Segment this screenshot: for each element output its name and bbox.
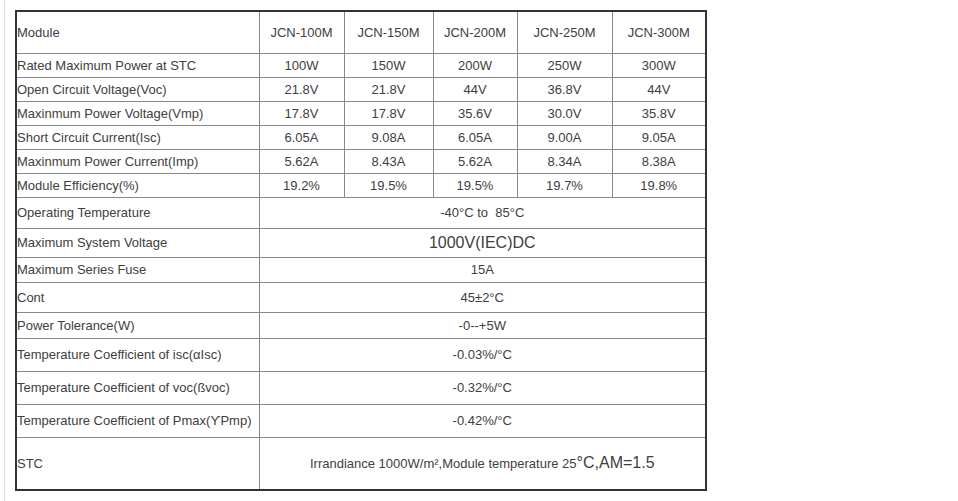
stc-note-text: Irrandiance 1000W/m²,Module temperature … <box>310 456 577 471</box>
cell-value: 21.8V <box>259 77 344 101</box>
header-col-jcn-100m: JCN-100M <box>259 11 344 53</box>
cell-span-value: -0--+5W <box>259 312 706 338</box>
cell-value: 35.8V <box>612 101 706 125</box>
cell-value: 8.43A <box>344 149 433 173</box>
cell-value: 30.0V <box>517 101 612 125</box>
header-col-jcn-300m: JCN-300M <box>612 11 706 53</box>
table-row-vmp: Maxinmum Power Voltage(Vmp) 17.8V 17.8V … <box>16 101 706 125</box>
row-label: Cont <box>16 282 259 312</box>
row-label: Temperature Coefficient of voc(ßvoc) <box>16 371 259 404</box>
cell-value: 200W <box>433 53 517 77</box>
row-label: Temperature Coefficient of isc(αIsc) <box>16 338 259 371</box>
cell-value: 5.62A <box>259 149 344 173</box>
header-col-jcn-200m: JCN-200M <box>433 11 517 53</box>
cell-value: 19.2% <box>259 173 344 197</box>
cell-value: 6.05A <box>259 125 344 149</box>
row-label: Operating Temperature <box>16 197 259 228</box>
cell-span-value: -40°C to 85°C <box>259 197 706 228</box>
table-row-imp: Maxinmum Power Current(Imp) 5.62A 8.43A … <box>16 149 706 173</box>
cell-value: 6.05A <box>433 125 517 149</box>
row-label: Power Tolerance(W) <box>16 312 259 338</box>
row-label: Module Efficiency(%) <box>16 173 259 197</box>
header-col-jcn-250m: JCN-250M <box>517 11 612 53</box>
stc-note-text-large: °C,AM=1.5 <box>577 454 655 471</box>
table-header-row: Module JCN-100M JCN-150M JCN-200M JCN-25… <box>16 11 706 53</box>
cell-value: 21.8V <box>344 77 433 101</box>
row-label: Maxinmum Power Voltage(Vmp) <box>16 101 259 125</box>
cell-value: 100W <box>259 53 344 77</box>
cell-value: 19.8% <box>612 173 706 197</box>
table-row-max-system-voltage: Maximum System Voltage 1000V(IEC)DC <box>16 228 706 257</box>
page-left-rule <box>4 0 5 501</box>
row-label: Maximum Series Fuse <box>16 257 259 282</box>
cell-span-value: Irrandiance 1000W/m²,Module temperature … <box>259 437 706 490</box>
cell-value: 300W <box>612 53 706 77</box>
header-col-jcn-150m: JCN-150M <box>344 11 433 53</box>
cell-value: 44V <box>433 77 517 101</box>
row-label: STC <box>16 437 259 490</box>
cell-value: 36.8V <box>517 77 612 101</box>
table-row-temp-coeff-isc: Temperature Coefficient of isc(αIsc) -0.… <box>16 338 706 371</box>
cell-value: 8.38A <box>612 149 706 173</box>
cell-span-value: 1000V(IEC)DC <box>259 228 706 257</box>
table-row-power-tolerance: Power Tolerance(W) -0--+5W <box>16 312 706 338</box>
cell-value: 250W <box>517 53 612 77</box>
cell-span-value: -0.42%/°C <box>259 404 706 437</box>
table-row-temp-coeff-pmax: Temperature Coefficient of Pmax(ϒPmp) -0… <box>16 404 706 437</box>
cell-span-value: -0.32%/°C <box>259 371 706 404</box>
cell-value: 19.5% <box>344 173 433 197</box>
table-row-temp-coeff-voc: Temperature Coefficient of voc(ßvoc) -0.… <box>16 371 706 404</box>
row-label: Short Circuit Current(Isc) <box>16 125 259 149</box>
cell-value: 150W <box>344 53 433 77</box>
row-label: Temperature Coefficient of Pmax(ϒPmp) <box>16 404 259 437</box>
row-label: Open Circuit Voltage(Voc) <box>16 77 259 101</box>
page: Module JCN-100M JCN-150M JCN-200M JCN-25… <box>0 0 958 501</box>
table-row-voc: Open Circuit Voltage(Voc) 21.8V 21.8V 44… <box>16 77 706 101</box>
cell-span-value: 15A <box>259 257 706 282</box>
cell-value: 44V <box>612 77 706 101</box>
table-row-operating-temperature: Operating Temperature -40°C to 85°C <box>16 197 706 228</box>
cell-value: 8.34A <box>517 149 612 173</box>
cell-value: 35.6V <box>433 101 517 125</box>
cell-value: 19.7% <box>517 173 612 197</box>
header-module-label: Module <box>16 11 259 53</box>
table-row-cont: Cont 45±2°C <box>16 282 706 312</box>
cell-value: 9.05A <box>612 125 706 149</box>
row-label: Maximum System Voltage <box>16 228 259 257</box>
cell-span-value: 45±2°C <box>259 282 706 312</box>
module-spec-table: Module JCN-100M JCN-150M JCN-200M JCN-25… <box>15 10 707 491</box>
table-row-max-series-fuse: Maximum Series Fuse 15A <box>16 257 706 282</box>
cell-value: 17.8V <box>259 101 344 125</box>
row-label: Maxinmum Power Current(Imp) <box>16 149 259 173</box>
row-label: Rated Maximum Power at STC <box>16 53 259 77</box>
cell-value: 9.08A <box>344 125 433 149</box>
cell-value: 9.00A <box>517 125 612 149</box>
table-row-rated-power: Rated Maximum Power at STC 100W 150W 200… <box>16 53 706 77</box>
cell-span-value: -0.03%/°C <box>259 338 706 371</box>
table-row-stc: STC Irrandiance 1000W/m²,Module temperat… <box>16 437 706 490</box>
cell-value: 19.5% <box>433 173 517 197</box>
cell-value: 5.62A <box>433 149 517 173</box>
table-row-efficiency: Module Efficiency(%) 19.2% 19.5% 19.5% 1… <box>16 173 706 197</box>
table-row-isc: Short Circuit Current(Isc) 6.05A 9.08A 6… <box>16 125 706 149</box>
cell-value: 17.8V <box>344 101 433 125</box>
